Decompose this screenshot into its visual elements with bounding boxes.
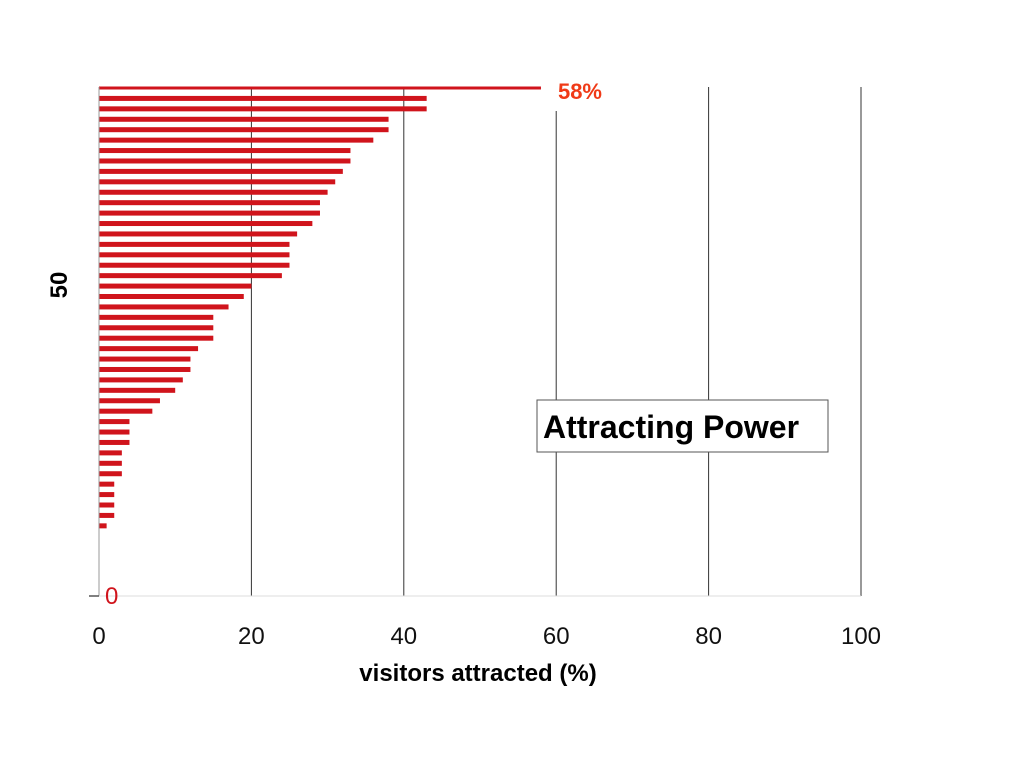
legend: Attracting Power — [536, 399, 829, 453]
bar — [99, 86, 541, 90]
x-axis-title: visitors attracted (%) — [359, 660, 596, 687]
bar — [99, 241, 290, 247]
bar — [99, 158, 351, 164]
bar — [99, 481, 115, 487]
x-tick-labels: 0 20 40 60 80 100 — [92, 623, 881, 650]
x-tick-label: 100 — [841, 623, 881, 650]
bar — [99, 95, 427, 101]
bar — [99, 168, 343, 174]
bar — [99, 471, 122, 477]
bar — [99, 450, 122, 456]
bar — [99, 408, 153, 414]
bars — [99, 86, 541, 529]
x-tick-label: 40 — [390, 623, 417, 650]
axes — [89, 87, 861, 597]
top-value-label: 58% — [558, 79, 602, 104]
bar — [99, 356, 191, 362]
bar — [99, 116, 389, 122]
x-tick-label: 80 — [695, 623, 722, 650]
legend-label: Attracting Power — [543, 409, 799, 445]
bar — [99, 127, 389, 133]
bar — [99, 398, 160, 404]
bar — [99, 492, 115, 498]
legend-box — [536, 399, 829, 453]
bar — [99, 523, 107, 529]
grid-lines — [250, 87, 862, 596]
bar — [99, 419, 130, 425]
bar — [99, 273, 282, 279]
bar — [99, 439, 130, 445]
bar — [99, 221, 313, 227]
bar — [99, 512, 115, 518]
bar — [99, 137, 374, 143]
bar — [99, 502, 115, 508]
bar — [99, 262, 290, 268]
bar — [99, 231, 298, 237]
bar — [99, 377, 183, 383]
bar — [99, 366, 191, 372]
bar — [99, 304, 229, 310]
bar — [99, 283, 252, 289]
bar — [99, 106, 427, 112]
bar — [99, 325, 214, 331]
bar — [99, 252, 290, 258]
bar — [99, 294, 244, 299]
bar — [99, 460, 122, 466]
origin-label: 0 — [105, 583, 118, 610]
bar — [99, 200, 320, 206]
bar — [99, 346, 199, 352]
bar — [99, 148, 351, 154]
bar — [99, 387, 176, 393]
x-tick-label: 60 — [543, 623, 570, 650]
y-axis-title: 50 — [46, 272, 73, 299]
bar — [99, 210, 320, 216]
bar — [99, 179, 336, 185]
bar — [99, 314, 214, 320]
bar — [99, 335, 214, 341]
bar — [99, 429, 130, 435]
x-tick-label: 20 — [238, 623, 265, 650]
x-tick-label: 0 — [92, 623, 105, 650]
bar — [99, 189, 328, 195]
